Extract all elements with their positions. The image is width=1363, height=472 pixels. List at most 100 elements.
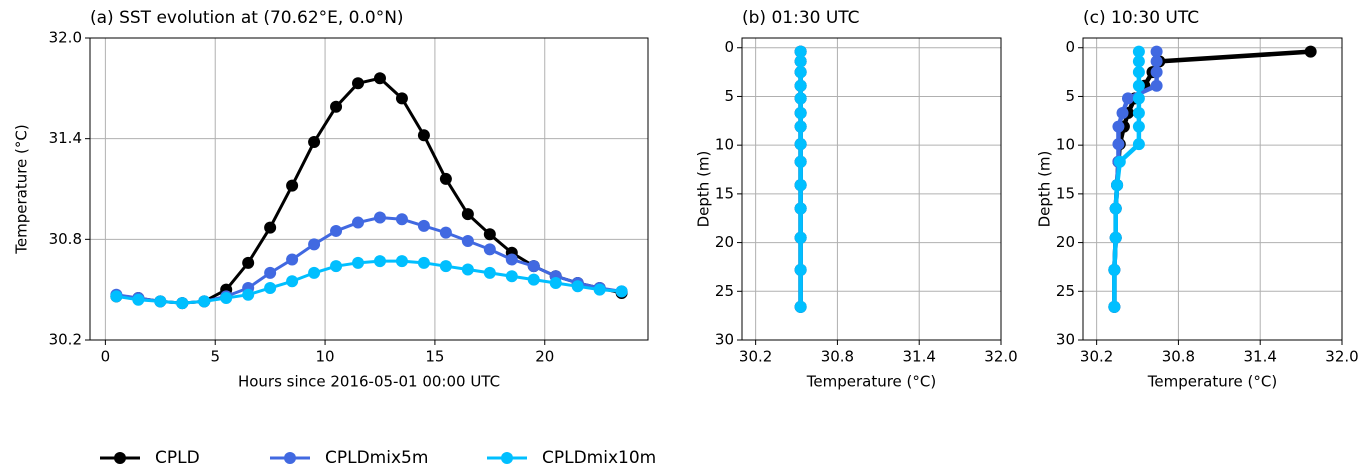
panel-title: (c) 10:30 UTC — [1083, 8, 1199, 28]
y-tick-label: 10 — [1056, 136, 1075, 154]
legend-marker — [114, 452, 126, 464]
data-point — [286, 253, 299, 266]
data-point — [308, 238, 321, 251]
x-tick-label: 32.0 — [984, 348, 1017, 366]
data-point — [198, 295, 211, 308]
data-point — [264, 266, 277, 279]
data-point — [1150, 45, 1163, 58]
x-tick-label: 20 — [535, 348, 554, 366]
legend: CPLD CPLDmix5m CPLDmix10m — [100, 448, 656, 468]
data-point — [417, 219, 430, 232]
data-point — [571, 280, 584, 293]
data-point — [794, 202, 807, 215]
y-axis-label: Depth (m) — [695, 151, 713, 228]
data-point — [1304, 45, 1317, 58]
data-point — [794, 66, 807, 79]
x-axis-label: Temperature (°C) — [1147, 373, 1277, 391]
data-point — [1109, 231, 1122, 244]
series-line — [116, 259, 622, 305]
data-point — [794, 45, 807, 58]
x-tick-label: 10 — [316, 348, 335, 366]
y-tick-label: 20 — [1056, 233, 1075, 251]
x-tick-label: 30.8 — [821, 348, 854, 366]
plot-frame — [89, 37, 649, 341]
panel-title: (a) SST evolution at (70.62°E, 0.0°N) — [90, 8, 404, 28]
data-point — [286, 275, 299, 288]
legend-label: CPLDmix5m — [325, 448, 428, 468]
y-tick-label: 32.0 — [49, 29, 82, 47]
data-point — [242, 288, 255, 301]
data-point — [330, 260, 343, 273]
data-point — [794, 179, 807, 192]
data-point — [1108, 263, 1121, 276]
data-point — [132, 293, 145, 306]
x-axis-label: Hours since 2016-05-01 00:00 UTC — [238, 373, 500, 391]
data-point — [1108, 300, 1121, 313]
y-tick-label: 25 — [715, 282, 734, 300]
data-point — [308, 136, 321, 149]
data-point — [1132, 66, 1145, 79]
y-tick-label: 30.2 — [49, 331, 82, 349]
plot-frame — [1082, 37, 1343, 341]
data-point — [264, 221, 277, 234]
y-tick-label: 10 — [715, 136, 734, 154]
data-point — [439, 226, 452, 239]
data-point — [439, 172, 452, 185]
x-tick-label: 0 — [101, 348, 111, 366]
data-point — [1150, 55, 1163, 68]
data-point — [154, 295, 167, 308]
data-point — [330, 224, 343, 237]
data-point — [794, 107, 807, 120]
data-point — [176, 297, 189, 310]
x-tick-label: 30.2 — [1080, 348, 1113, 366]
data-point — [794, 55, 807, 68]
data-point — [373, 255, 386, 268]
y-tick-label: 0 — [1065, 38, 1075, 56]
legend-marker — [501, 452, 513, 464]
data-point — [308, 266, 321, 279]
data-point — [330, 100, 343, 113]
y-tick-label: 30 — [715, 331, 734, 349]
data-point — [1109, 202, 1122, 215]
data-point — [417, 129, 430, 142]
data-point — [505, 270, 518, 283]
legend-label: CPLDmix10m — [542, 448, 656, 468]
y-tick-label: 31.4 — [49, 129, 82, 147]
data-point — [794, 138, 807, 151]
data-point — [395, 213, 408, 226]
data-point — [527, 260, 540, 273]
y-tick-label: 25 — [1056, 282, 1075, 300]
data-point — [593, 283, 606, 296]
panel-title: (b) 01:30 UTC — [742, 8, 860, 28]
data-point — [794, 300, 807, 313]
panel: 30.2 30.8 31.4 32.0 0 5 10 15 20 25 30 (c) 10:30 UT… — [1036, 8, 1359, 391]
data-point — [1112, 138, 1125, 151]
x-tick-label: 30.2 — [739, 348, 772, 366]
y-tick-label: 15 — [1056, 184, 1075, 202]
legend-label: CPLD — [155, 448, 200, 468]
y-axis-label: Temperature (°C) — [13, 124, 31, 254]
data-point — [794, 263, 807, 276]
data-point — [1150, 79, 1163, 92]
data-point — [352, 77, 365, 90]
data-point — [505, 253, 518, 266]
x-tick-label: 32.0 — [1325, 348, 1358, 366]
data-point — [1132, 138, 1145, 151]
y-tick-label: 30.8 — [49, 230, 82, 248]
data-point — [615, 285, 628, 298]
y-tick-label: 15 — [715, 184, 734, 202]
data-point — [395, 92, 408, 105]
y-tick-label: 0 — [724, 38, 734, 56]
data-point — [794, 155, 807, 168]
data-point — [352, 256, 365, 269]
data-point — [1112, 120, 1125, 133]
data-point — [242, 256, 255, 269]
data-point — [417, 256, 430, 269]
panel: 30.2 30.8 31.4 32.0 0 5 10 15 20 25 30 (b) 01:30 UT… — [695, 8, 1018, 391]
data-point — [1121, 92, 1134, 105]
data-point — [1132, 45, 1145, 58]
legend-marker — [284, 452, 296, 464]
y-axis-label: Depth (m) — [1036, 151, 1054, 228]
data-point — [439, 260, 452, 273]
